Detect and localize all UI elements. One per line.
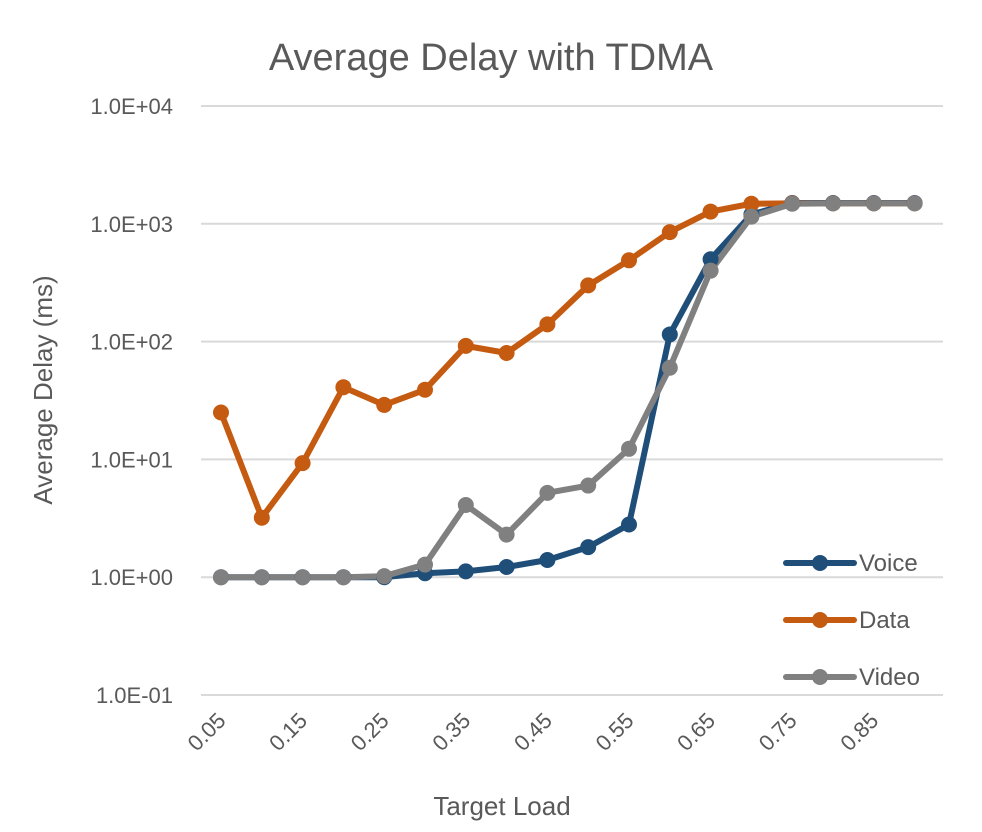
data-point-video xyxy=(213,569,229,586)
x-tick-label: 0.05 xyxy=(183,708,231,756)
data-point-voice xyxy=(580,539,597,556)
data-point-data xyxy=(457,337,474,354)
legend-label-video: Video xyxy=(859,664,920,691)
data-point-data xyxy=(213,404,229,421)
legend-label-data: Data xyxy=(859,607,910,634)
data-point-video xyxy=(906,195,923,212)
data-point-video xyxy=(743,208,760,225)
data-point-data xyxy=(621,252,637,269)
data-point-voice xyxy=(539,551,556,568)
data-point-data xyxy=(417,381,433,398)
legend: Voice Data Video xyxy=(783,550,920,691)
data-point-video xyxy=(417,556,433,573)
data-point-video xyxy=(621,440,637,457)
x-tick-label: 0.65 xyxy=(672,708,720,756)
series-lines xyxy=(218,200,918,581)
data-point-video xyxy=(865,195,882,212)
legend-marker-video xyxy=(812,669,828,685)
data-point-data xyxy=(376,396,393,413)
data-point-video xyxy=(784,195,801,212)
legend-marker-data xyxy=(812,612,828,628)
data-point-video xyxy=(253,569,270,586)
series-line-voice xyxy=(218,200,918,581)
data-point-video xyxy=(457,497,474,514)
y-tick-label: 1.0E+01 xyxy=(90,447,173,472)
y-tick-label: 1.0E+03 xyxy=(90,212,173,237)
data-point-data xyxy=(335,379,352,396)
data-point-video xyxy=(294,569,311,586)
y-tick-label: 1.0E+00 xyxy=(90,565,173,590)
data-point-data xyxy=(498,345,515,362)
x-tick-label: 0.35 xyxy=(427,708,475,756)
data-point-voice xyxy=(661,326,678,343)
chart-title: Average Delay with TDMA xyxy=(269,37,714,79)
x-tick-label: 0.15 xyxy=(264,708,312,756)
series-points xyxy=(213,195,923,586)
x-tick-label: 0.45 xyxy=(509,708,557,756)
data-point-data xyxy=(580,277,597,294)
data-point-data xyxy=(661,224,678,241)
x-tick-label: 0.85 xyxy=(835,708,883,756)
x-tick-label: 0.55 xyxy=(591,708,639,756)
data-point-video xyxy=(376,568,393,585)
data-point-video xyxy=(539,484,556,501)
series-line-video xyxy=(218,200,918,581)
data-point-voice xyxy=(621,516,637,533)
data-point-data xyxy=(743,195,760,212)
y-axis-tick-labels: 1.0E-01 1.0E+00 1.0E+01 1.0E+02 1.0E+03 1.0E+… xyxy=(90,94,173,708)
gridlines xyxy=(201,105,943,696)
data-point-video xyxy=(498,526,515,543)
data-point-video xyxy=(825,195,841,212)
data-point-voice xyxy=(702,251,719,268)
data-point-video xyxy=(702,262,719,279)
y-tick-label: 1.0E+04 xyxy=(90,94,173,119)
data-point-voice xyxy=(457,563,474,580)
y-tick-label: 1.0E+02 xyxy=(90,330,173,355)
x-axis-title: Target Load xyxy=(433,791,570,821)
data-point-data xyxy=(539,316,556,333)
x-tick-label: 0.75 xyxy=(754,708,802,756)
data-point-data xyxy=(253,509,270,526)
data-point-voice xyxy=(498,559,515,576)
legend-label-voice: Voice xyxy=(859,550,918,577)
legend-marker-voice xyxy=(812,555,828,571)
y-axis-title: Average Delay (ms) xyxy=(28,275,58,504)
data-point-video xyxy=(335,569,352,586)
data-point-video xyxy=(580,477,597,494)
x-axis-tick-labels: 0.05 0.15 0.25 0.35 0.45 0.55 0.65 0.75 0.85 xyxy=(183,708,884,756)
x-tick-label: 0.25 xyxy=(346,708,394,756)
data-point-video xyxy=(661,359,678,376)
data-point-data xyxy=(294,455,311,472)
series-line-data xyxy=(218,200,918,521)
y-tick-label: 1.0E-01 xyxy=(96,683,173,708)
data-point-data xyxy=(702,203,719,220)
